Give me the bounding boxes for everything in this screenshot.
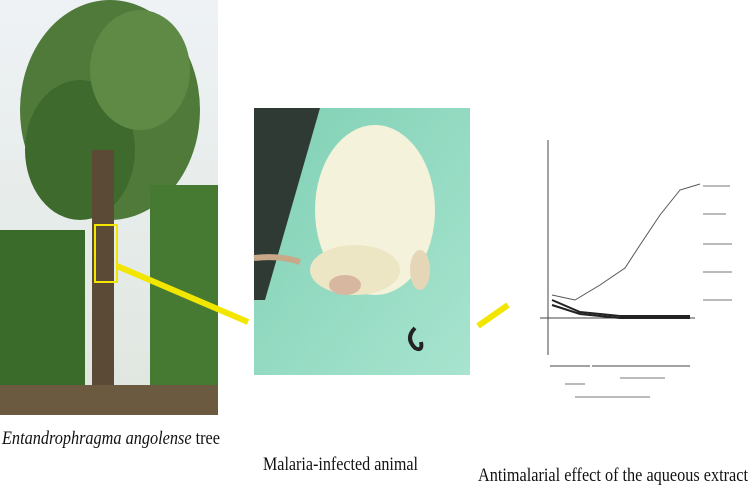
tree-photo <box>0 0 218 415</box>
connector <box>476 302 510 329</box>
effect-chart <box>540 140 732 398</box>
animal-caption: Malaria-infected animal <box>263 454 418 475</box>
connector <box>115 263 250 325</box>
effect-caption: Antimalarial effect of the aqueous extra… <box>478 465 749 486</box>
species-name: Entandrophragma angolense <box>1 428 191 449</box>
caption-suffix: tree <box>196 428 220 449</box>
animal-photo <box>253 108 470 375</box>
tree-caption: Entandrophragma angolense tree <box>1 428 220 449</box>
